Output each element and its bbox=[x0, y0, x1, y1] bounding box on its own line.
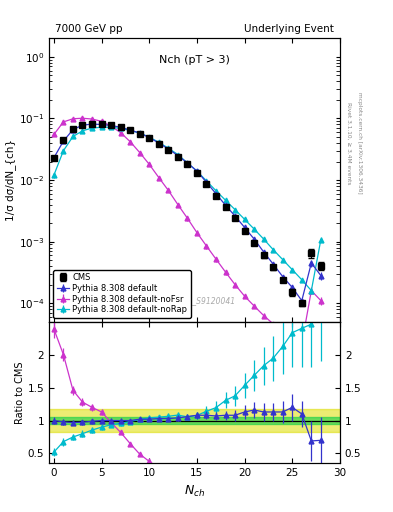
Text: CMS_2011_S9120041: CMS_2011_S9120041 bbox=[153, 296, 236, 305]
X-axis label: $\mathit{N}_{ch}$: $\mathit{N}_{ch}$ bbox=[184, 484, 205, 499]
Bar bbox=[49, 409, 340, 433]
Text: Nch (pT > 3): Nch (pT > 3) bbox=[159, 55, 230, 66]
Text: Rivet 3.1.10, ≥ 3.4M events: Rivet 3.1.10, ≥ 3.4M events bbox=[346, 102, 351, 185]
Text: Underlying Event: Underlying Event bbox=[244, 24, 334, 34]
Y-axis label: 1/σ dσ/dN_{ch}: 1/σ dσ/dN_{ch} bbox=[5, 139, 16, 221]
Text: 7000 GeV pp: 7000 GeV pp bbox=[55, 24, 123, 34]
Y-axis label: Ratio to CMS: Ratio to CMS bbox=[15, 361, 25, 424]
Legend: CMS, Pythia 8.308 default, Pythia 8.308 default-noFsr, Pythia 8.308 default-noRa: CMS, Pythia 8.308 default, Pythia 8.308 … bbox=[53, 270, 191, 317]
Bar bbox=[49, 417, 340, 424]
Text: mcplots.cern.ch [arXiv:1306.3436]: mcplots.cern.ch [arXiv:1306.3436] bbox=[357, 93, 362, 194]
